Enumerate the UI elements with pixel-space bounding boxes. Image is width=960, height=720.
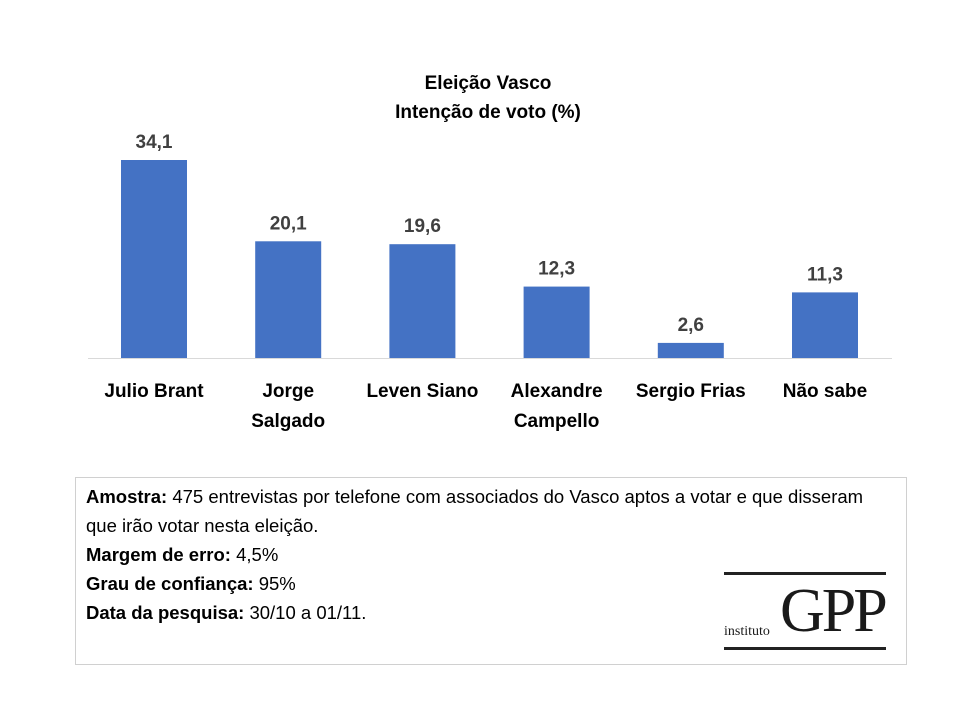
logo-rule-top <box>724 572 886 575</box>
note-date: Data da pesquisa: 30/10 a 01/11. <box>86 598 896 627</box>
note-confidence: Grau de confiança: 95% <box>86 569 896 598</box>
data-label: 19,6 <box>404 216 441 237</box>
note-sample: Amostra: 475 entrevistas por telefone co… <box>86 482 896 540</box>
bar-chart: Eleição Vasco Intenção de voto (%) 34,1 J… <box>88 73 892 432</box>
bar <box>792 292 858 358</box>
category-label: Salgado <box>251 411 325 432</box>
bar <box>255 241 322 358</box>
logo-main: GPP <box>780 577 888 645</box>
data-label: 12,3 <box>538 259 575 280</box>
category-label: Julio Brant <box>104 381 204 402</box>
category-label: Não sabe <box>783 381 867 402</box>
data-label: 11,3 <box>807 264 843 285</box>
data-label: 20,1 <box>270 213 307 234</box>
category-label: Alexandre <box>511 381 603 402</box>
note-margin: Margem de erro: 4,5% <box>86 540 896 569</box>
category-label: Sergio Frias <box>636 381 746 402</box>
gpp-logo: instituto GPP <box>722 572 888 650</box>
category-label: Leven Siano <box>366 381 478 402</box>
category-label: Jorge <box>262 381 314 402</box>
note-value: 475 entrevistas por telefone com associa… <box>86 486 864 536</box>
bar <box>121 160 187 358</box>
note-label: Margem de erro: <box>86 544 231 565</box>
methodology-note: Amostra: 475 entrevistas por telefone co… <box>75 477 907 665</box>
bar <box>657 342 724 358</box>
logo-sub: instituto <box>724 624 770 639</box>
chart-title-line1: Eleição Vasco <box>425 73 552 94</box>
bar <box>389 244 456 358</box>
logo-rule-bottom <box>724 647 886 650</box>
note-value: 4,5% <box>230 544 279 565</box>
note-label: Grau de confiança: <box>86 573 254 594</box>
note-value: 95% <box>253 573 296 594</box>
bar <box>523 286 590 358</box>
note-value: 30/10 a 01/11. <box>244 602 367 623</box>
chart-title-line2: Intenção de voto (%) <box>395 102 581 123</box>
note-label: Amostra: <box>86 486 168 507</box>
category-label: Campello <box>514 411 600 432</box>
data-label: 2,6 <box>678 315 704 336</box>
data-label: 34,1 <box>136 132 173 153</box>
note-label: Data da pesquisa: <box>86 602 245 623</box>
